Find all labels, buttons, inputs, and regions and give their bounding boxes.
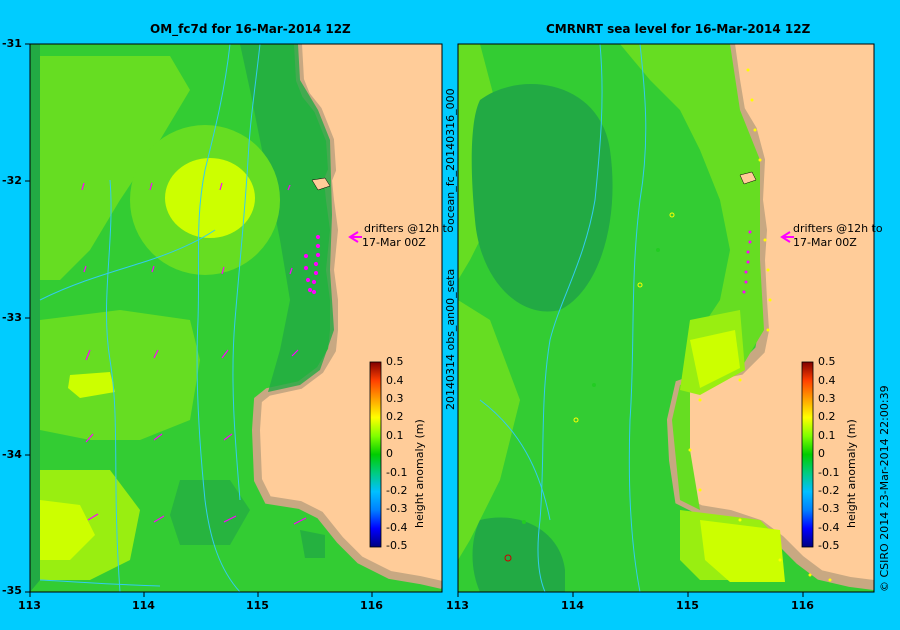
colorbar-tick-label: -0.5 bbox=[386, 539, 408, 552]
lon-tick-label: 113 bbox=[18, 599, 41, 612]
colorbar-tick-label: 0.5 bbox=[818, 355, 836, 368]
left-drifter-arrows bbox=[81, 182, 321, 525]
colorbar-tick-label: -0.4 bbox=[818, 521, 840, 534]
colorbar-tick-label: -0.2 bbox=[386, 484, 408, 497]
lon-tick-label: 116 bbox=[360, 599, 383, 612]
colorbar-tick-label: -0.1 bbox=[818, 466, 840, 479]
colorbar-tick-label: 0 bbox=[818, 447, 825, 460]
lat-tick-label: -33 bbox=[2, 311, 22, 324]
lon-tick-label: 114 bbox=[561, 599, 584, 612]
colorbar-tick-label: 0.4 bbox=[386, 374, 404, 387]
colorbar-tick-label: -0.5 bbox=[818, 539, 840, 552]
lat-tick-label: -35 bbox=[2, 584, 22, 597]
colorbar-tick-label: 0 bbox=[386, 447, 393, 460]
right-drifter-note-line1: drifters @12h to bbox=[793, 222, 883, 235]
lon-tick-label: 115 bbox=[246, 599, 269, 612]
right-colorbar bbox=[801, 361, 814, 548]
left-drifter-note-line1: drifters @12h to bbox=[364, 222, 454, 235]
colorbar-tick-label: 0.1 bbox=[818, 429, 836, 442]
left-panel-title: OM_fc7d for 16-Mar-2014 12Z bbox=[150, 22, 351, 36]
lon-tick-label: 114 bbox=[132, 599, 155, 612]
colorbar-tick-label: 0.4 bbox=[818, 374, 836, 387]
colorbar-tick-label: 0.5 bbox=[386, 355, 404, 368]
colorbar-tick-label: -0.4 bbox=[386, 521, 408, 534]
right-panel-title: CMRNRT sea level for 16-Mar-2014 12Z bbox=[546, 22, 811, 36]
right-drifter-pointer-icon bbox=[780, 231, 794, 243]
lat-tick-label: -34 bbox=[2, 448, 22, 461]
colorbar-tick-label: 0.1 bbox=[386, 429, 404, 442]
right-colorbar-label: height anomaly (m) bbox=[845, 419, 858, 528]
analysis-run-label: 20140314 obs_an00_seta bbox=[444, 268, 457, 410]
colorbar-tick-label: -0.1 bbox=[386, 466, 408, 479]
axis-ticks bbox=[25, 43, 804, 597]
forecast-run-label: ocean_fc_20140316_000 bbox=[444, 88, 457, 225]
colorbar-tick-label: -0.3 bbox=[386, 502, 408, 515]
colorbar-tick-label: 0.2 bbox=[386, 410, 404, 423]
right-map-frame bbox=[457, 43, 875, 593]
lon-tick-label: 116 bbox=[791, 599, 814, 612]
lon-tick-label: 113 bbox=[446, 599, 469, 612]
left-drifter-pointer-icon bbox=[348, 231, 362, 243]
left-colorbar bbox=[369, 361, 382, 548]
credit-label: © CSIRO 2014 23-Mar-2014 22:00:39 bbox=[878, 385, 891, 592]
colorbar-tick-label: 0.3 bbox=[818, 392, 836, 405]
lat-tick-label: -32 bbox=[2, 174, 22, 187]
left-drifter-note-line2: 17-Mar 00Z bbox=[362, 236, 426, 249]
right-drifter-note-line2: 17-Mar 00Z bbox=[793, 236, 857, 249]
colorbar-tick-label: -0.2 bbox=[818, 484, 840, 497]
right-observation-points bbox=[504, 68, 832, 582]
right-drifter-arrows bbox=[742, 230, 752, 294]
colorbar-tick-label: 0.3 bbox=[386, 392, 404, 405]
left-colorbar-label: height anomaly (m) bbox=[413, 419, 426, 528]
lat-tick-label: -31 bbox=[2, 37, 22, 50]
lon-tick-label: 115 bbox=[676, 599, 699, 612]
colorbar-tick-label: 0.2 bbox=[818, 410, 836, 423]
colorbar-tick-label: -0.3 bbox=[818, 502, 840, 515]
